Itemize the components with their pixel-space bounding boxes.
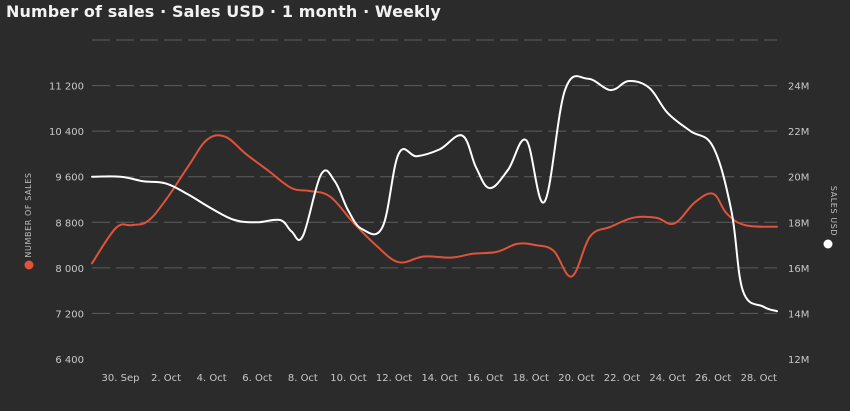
series-lines: [91, 75, 778, 313]
left-axis-tick-label: 8 800: [55, 218, 84, 229]
x-axis-tick-label: 4. Oct: [197, 373, 227, 384]
sales-usd-legend-dot: [823, 239, 833, 249]
left-axis-tick-label: 6 400: [55, 355, 84, 366]
right-axis-tick-label: 22M: [788, 127, 809, 138]
x-axis-tick-label: 14. Oct: [421, 373, 457, 384]
number-of-sales-legend-dot: [24, 260, 34, 270]
number-of-sales-line[interactable]: [91, 134, 778, 278]
left-axis-tick-label: 10 400: [49, 127, 84, 138]
left-axis-tick-label: 9 600: [55, 173, 84, 184]
x-axis-tick-label: 28. Oct: [741, 373, 777, 384]
x-axis-tick-label: 24. Oct: [649, 373, 685, 384]
axis-labels: NUMBER OF SALES SALES USD: [24, 172, 838, 270]
x-axis-tick-label: 26. Oct: [695, 373, 731, 384]
x-axis-tick-label: 20. Oct: [558, 373, 594, 384]
left-axis-label: NUMBER OF SALES: [24, 172, 33, 257]
x-axis-tick-label: 12. Oct: [376, 373, 412, 384]
x-axis-tick-label: 16. Oct: [467, 373, 503, 384]
x-axis-ticks: 30. Sep 2. Oct 4. Oct 6. Oct 8. Oct 10. Oct 12…: [102, 373, 778, 384]
left-axis-tick-label: 8 000: [55, 264, 84, 275]
left-axis-tick-label: 7 200: [55, 309, 84, 320]
x-axis-tick-label: 18. Oct: [513, 373, 549, 384]
right-axis-tick-label: 14M: [788, 309, 809, 320]
right-axis-tick-label: 12M: [788, 355, 809, 366]
sales-usd-line[interactable]: [91, 75, 778, 313]
x-axis-tick-label: 8. Oct: [288, 373, 318, 384]
right-axis-tick-label: 20M: [788, 173, 809, 184]
right-axis-tick-label: 16M: [788, 264, 809, 275]
chart-title: Number of sales · Sales USD · 1 month · …: [6, 2, 441, 21]
x-axis-tick-label: 10. Oct: [330, 373, 366, 384]
x-axis-tick-label: 2. Oct: [151, 373, 181, 384]
right-axis-label: SALES USD: [829, 186, 838, 236]
right-axis-ticks: 12M 14M 16M 18M 20M 22M 24M: [788, 82, 809, 366]
right-axis-tick-label: 18M: [788, 218, 809, 229]
x-axis-tick-label: 30. Sep: [102, 373, 140, 384]
right-axis-tick-label: 24M: [788, 82, 809, 93]
left-axis-ticks: 6 400 7 200 8 000 8 800 9 600 10 400 11 200: [49, 82, 84, 366]
x-axis-tick-label: 6. Oct: [242, 373, 272, 384]
gridlines: [92, 39, 777, 314]
left-axis-tick-label: 11 200: [49, 82, 84, 93]
x-axis-tick-label: 22. Oct: [604, 373, 640, 384]
